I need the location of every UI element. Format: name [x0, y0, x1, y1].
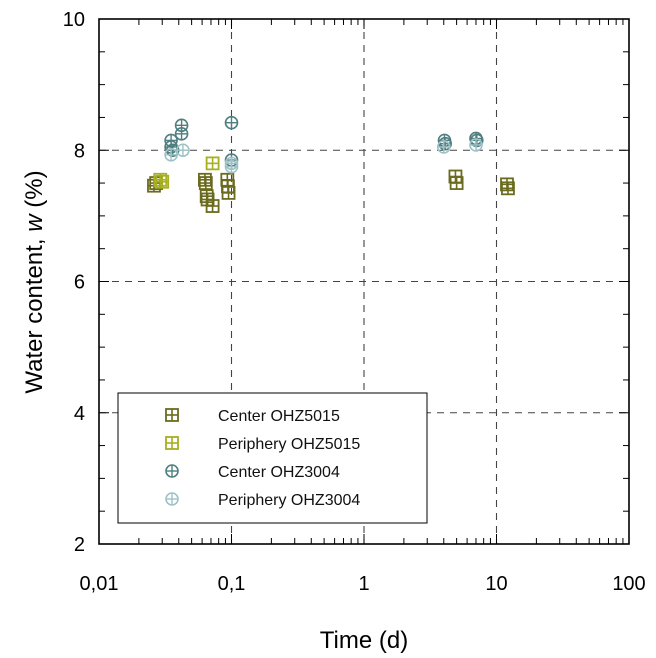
data-point-series-1: [501, 181, 515, 196]
data-point-series-1: [205, 199, 220, 213]
legend-label-series-2: Periphery OHZ5015: [218, 436, 360, 453]
legend-marker-series-1: [165, 408, 179, 422]
data-point-series-1: [221, 186, 236, 200]
data-point-series-1: [449, 176, 464, 190]
y-tick-label: 8: [74, 140, 85, 162]
tick-labels: 0,01 0,1 1 10 100 2 4 6 8 10: [63, 9, 646, 595]
legend-label-series-3: Center OHZ3004: [218, 464, 340, 481]
y-axis-title-unit: (%): [21, 170, 48, 214]
legend: Center OHZ5015 Periphery OHZ5015 Center OH…: [117, 392, 428, 524]
y-axis-title-variable: w: [21, 213, 48, 232]
y-tick-label: 10: [63, 9, 85, 31]
legend-marker-series-4: [165, 492, 179, 506]
plot-frame: [98, 18, 630, 545]
data-point-series-3: [174, 127, 189, 141]
y-tick-label: 6: [74, 272, 85, 294]
legend-label-series-4: Periphery OHZ3004: [218, 492, 360, 509]
y-tick-label: 4: [74, 403, 85, 425]
legend-label-series-1: Center OHZ5015: [218, 408, 340, 425]
legend-marker-series-2: [165, 436, 179, 450]
data-point-series-3: [224, 115, 239, 130]
data-point-series-1: [198, 176, 213, 190]
data-point-series-4: [176, 143, 190, 158]
y-axis-title-main: Water content,: [21, 232, 48, 394]
data-point-series-4: [436, 140, 451, 154]
data-point-series-4: [469, 138, 483, 152]
x-tick-label: 0,01: [80, 573, 119, 595]
data-point-series-4: [224, 159, 239, 174]
x-tick-label: 100: [612, 573, 645, 595]
legend-marker-series-3: [165, 464, 179, 478]
data-points: [147, 115, 515, 213]
x-tick-label: 10: [485, 573, 507, 595]
data-point-series-2: [205, 156, 220, 171]
data-point-series-2: [155, 174, 170, 189]
x-axis-title: Time (d): [320, 627, 408, 654]
y-axis-title: Water content, w (%): [21, 170, 48, 393]
x-tick-label: 0,1: [218, 573, 246, 595]
y-tick-label: 2: [74, 534, 85, 556]
data-point-series-4: [164, 148, 178, 162]
x-tick-label: 1: [358, 573, 369, 595]
